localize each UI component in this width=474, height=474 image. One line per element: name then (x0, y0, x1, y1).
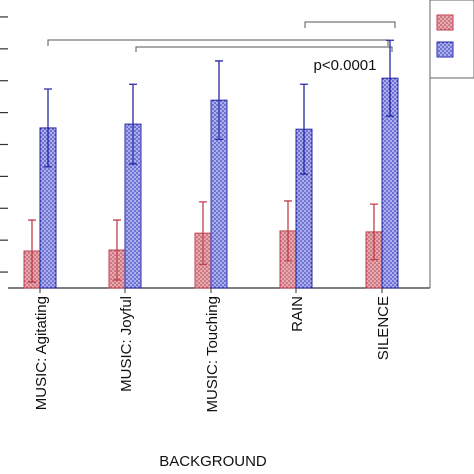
plot-frame (8, 0, 474, 289)
legend-swatch (436, 41, 454, 58)
x-tick-label: RAIN (289, 296, 306, 332)
error-bar (300, 83, 308, 175)
error-bar (113, 219, 121, 281)
legend-box (429, 0, 474, 79)
annotation: p<0.0001 (314, 57, 377, 74)
x-tick-label: MUSIC: Joyful (118, 296, 135, 392)
error-bar (215, 60, 223, 141)
error-bar (129, 83, 137, 165)
legend-swatch (436, 14, 454, 31)
significance-brackets (47, 21, 396, 52)
x-tick-label: MUSIC: Agitating (33, 296, 50, 410)
error-bar (284, 200, 292, 262)
error-bar (199, 201, 207, 266)
error-bar (28, 219, 36, 283)
error-bar (44, 88, 52, 168)
x-axis-label: BACKGROUND (159, 453, 267, 470)
x-tick-label: SILENCE (375, 296, 392, 360)
x-tick-label: MUSIC: Touching (204, 296, 221, 412)
error-bar (370, 203, 378, 261)
error-bar (386, 39, 394, 117)
